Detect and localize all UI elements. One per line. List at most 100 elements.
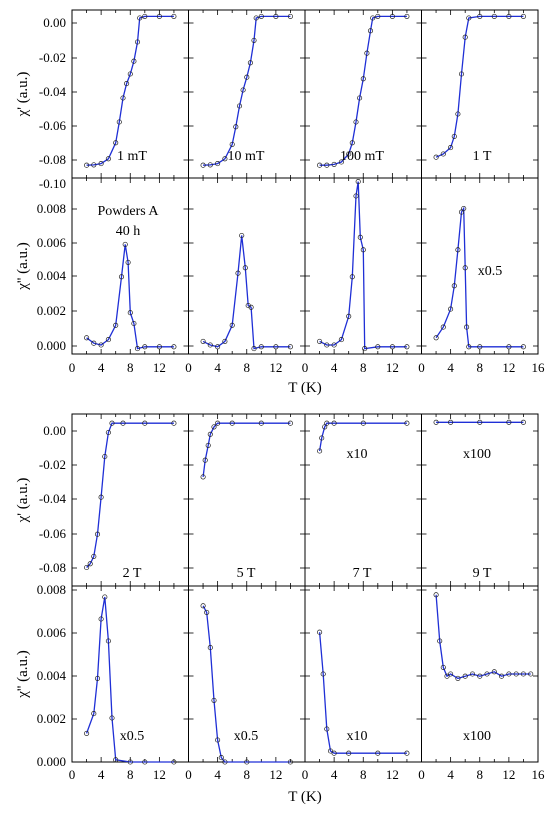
chi-imag-data-point	[349, 274, 355, 280]
chi-imag-data-point	[462, 265, 468, 271]
chi-real-data-point	[273, 13, 279, 19]
chi-imag-axis-label: χ'' (a.u.)	[15, 242, 31, 290]
chi-imag-data-point	[448, 306, 454, 312]
chi-real-data-point	[375, 13, 381, 19]
chi-real-data-point	[448, 145, 454, 151]
chi-real-data-point	[346, 151, 352, 157]
chi-real-data-point	[520, 13, 526, 19]
chi-real-data-point	[477, 419, 483, 425]
chi-real-data-point	[370, 15, 376, 21]
chi-real-tick-label: -0.06	[39, 526, 67, 541]
chi-imag-data-point	[94, 675, 101, 681]
x-tick-label: 8	[477, 360, 484, 375]
chi-imag-data-point	[118, 274, 125, 280]
x-tick-label: 12	[502, 360, 515, 375]
chi-imag-data-point	[437, 638, 443, 644]
chi-imag-data-point	[375, 750, 381, 756]
field-annotation: 2 T	[123, 566, 142, 581]
chi-imag-data-point	[520, 671, 526, 677]
x-tick-label: 4	[331, 767, 338, 782]
chi-imag-data-point	[239, 232, 245, 239]
chi-imag-tick-label: 0.004	[37, 668, 67, 683]
chi-imag-data-point	[338, 337, 344, 343]
chi-imag-tick-label: 0.002	[37, 711, 66, 726]
chi-imag-data-point	[222, 759, 228, 765]
chi-imag-data-point	[215, 344, 221, 350]
chi-real-tick-label: -0.02	[39, 457, 66, 472]
chi-imag-data-point	[477, 344, 483, 350]
panel-1-3: 100 mT 0 4 8 12	[302, 9, 422, 375]
chi-real-data-point	[84, 564, 90, 571]
chi-real-plot-frame	[188, 413, 306, 587]
x-tick-label: 12	[269, 767, 282, 782]
x-tick-label: 16	[532, 767, 546, 782]
chi-real-data-point	[229, 141, 235, 147]
chi-imag-data-point	[244, 759, 250, 765]
chi-imag-tick-label: 0.006	[37, 625, 67, 640]
chi-imag-data-point	[461, 205, 467, 212]
scale-annotation: Powders A	[97, 204, 159, 219]
chi-imag-data-point	[433, 592, 439, 598]
chi-imag-data-point	[113, 757, 119, 763]
chi-imag-data-point	[353, 193, 359, 199]
chi-imag-data-point	[258, 344, 264, 350]
chi-real-data-point	[338, 159, 344, 165]
panel-2-4: 9 T 0 4 8 12 16	[418, 413, 546, 782]
chi-imag-data-point	[331, 750, 337, 756]
chi-imag-data-point	[357, 234, 363, 240]
x-tick-label: 0	[69, 767, 76, 782]
chi-imag-data-point	[355, 179, 361, 185]
chi-imag-data-point	[248, 304, 254, 310]
chi-real-data-point	[477, 13, 483, 19]
chi-imag-data-point	[211, 697, 217, 703]
chi-imag-data-point	[455, 247, 461, 253]
x-tick-label: 8	[244, 360, 251, 375]
chi-imag-data-point	[327, 748, 334, 754]
x-tick-label: 0	[302, 360, 309, 375]
chi-real-data-point	[116, 119, 122, 125]
x-tick-label: 12	[386, 767, 399, 782]
chi-imag-data-point	[122, 241, 128, 247]
x-tick-label: 0	[185, 360, 192, 375]
chi-imag-data-point	[375, 344, 381, 350]
field-annotation: 9 T	[473, 566, 492, 581]
chi-real-data-point	[120, 95, 126, 101]
chi-real-series-line	[435, 15, 524, 158]
chi-real-data-point	[202, 457, 208, 463]
chi-real-data-point	[98, 161, 104, 167]
chi-real-data-point	[404, 420, 410, 426]
chi-real-data-point	[247, 60, 253, 66]
chi-imag-data-point	[440, 324, 446, 330]
chi-real-data-point	[207, 431, 213, 437]
chi-imag-series-line	[86, 244, 174, 350]
chi-imag-data-point	[444, 673, 450, 679]
chi-imag-data-point	[200, 338, 206, 344]
chi-real-data-point	[258, 13, 264, 19]
x-tick-label: 12	[269, 360, 282, 375]
chi-real-data-point	[233, 124, 239, 130]
chi-imag-data-point	[207, 342, 213, 348]
chi-imag-data-point	[200, 603, 206, 609]
x-axis-label: T (K)	[288, 789, 321, 805]
chi-real-data-point	[98, 494, 104, 500]
chi-imag-data-point	[127, 310, 133, 316]
chi-real-data-point	[520, 419, 526, 425]
chi-imag-data-point	[451, 283, 457, 289]
field-annotation: 1 mT	[117, 149, 147, 164]
x-tick-label: 8	[477, 767, 484, 782]
chi-imag-data-point	[433, 335, 439, 341]
chi-real-data-point	[105, 429, 111, 436]
chi-imag-data-point	[127, 759, 133, 765]
chi-real-data-point	[324, 162, 330, 168]
chi-real-data-point	[215, 161, 221, 167]
field-annotation: 5 T	[237, 566, 256, 581]
x-tick-label: 4	[447, 360, 454, 375]
chi-real-data-point	[317, 162, 323, 168]
x-tick-label: 0	[302, 767, 309, 782]
x-tick-label: 0	[418, 360, 425, 375]
chi-real-data-point	[131, 58, 137, 64]
x-tick-label: 12	[153, 360, 166, 375]
chi-real-data-point	[506, 13, 512, 19]
chi-real-data-point	[200, 474, 206, 480]
chi-imag-data-point	[215, 737, 221, 743]
